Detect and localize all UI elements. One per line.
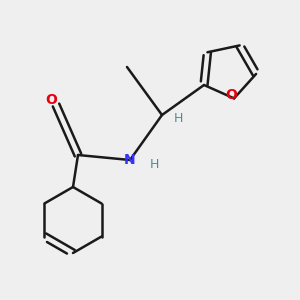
Text: N: N [124, 153, 136, 167]
Text: O: O [45, 93, 57, 107]
Text: H: H [150, 158, 159, 172]
Text: H: H [174, 112, 183, 125]
Text: O: O [225, 88, 237, 102]
